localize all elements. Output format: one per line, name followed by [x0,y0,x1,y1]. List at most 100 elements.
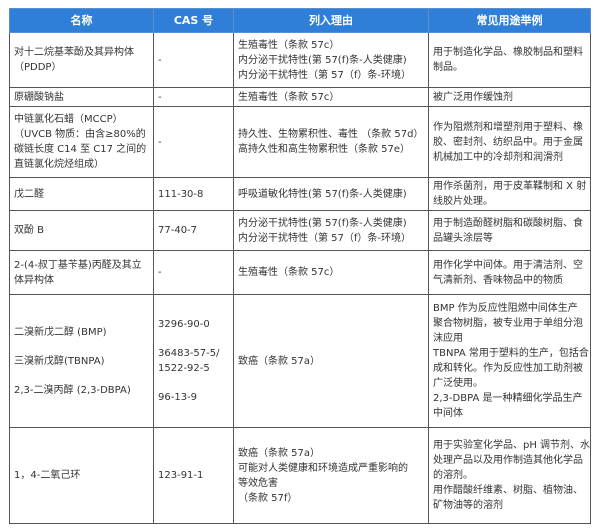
table-row: 双酚 B 77-40-7 内分泌干扰特性(第 57(f)条-人类健康) 内分泌干扰… [9,210,591,251]
cell-name: 对十二烷基苯酚及其异构体 （PDDP） [9,32,154,88]
use-line: 气清新剂、香味物品中的物质 [433,274,563,286]
name-line: 2-(4-叔丁基苄基)丙醛及其立 [14,259,142,271]
cell-name: 双酚 B [9,210,154,251]
use-line: 用作杀菌剂，用于皮革鞣制和 X 射 [433,181,587,192]
cell-reason: 呼吸道敏化特性(第 57(f)条-人类健康) [233,177,429,211]
header-use: 常见用途举例 [428,8,591,33]
reason-line: 生殖毒性（条款 57c） [238,91,340,103]
cell-use: 作为阻燃剂和增塑剂用于塑料、橡 胶、密封剂、纺织品中。用于金属 机械加工中的冷却剂和… [428,106,591,178]
name-line: 中链氯化石蜡（MCCP） [14,114,123,125]
header-reason: 列入理由 [233,8,429,33]
reason-line: 持久性、生物累积性、毒性 （条款 57d） [238,129,424,140]
use-line: 用于实验室化学品、pH 调节剂、水 [433,440,591,451]
cell-reason: 生殖毒性（条款 57c） [233,87,429,107]
use-line: 用作化学中间体。用于清洁剂、空 [433,259,583,271]
use-line: 2,3-DBPA 是一种精细化学品生产 [433,393,583,404]
cell-name: 1，4-二氧己环 [9,427,154,524]
use-line: 成和转化。作为反应性加工助剂被 [433,363,583,374]
name-line: 直链氯化烷烃组成） [14,159,104,170]
cell-name: 2-(4-叔丁基苄基)丙醛及其立 体异构体 [9,250,154,295]
use-line: 用于制造酚醛树脂和碳酸树脂、食 [433,217,583,229]
reason-line: 内分泌干扰特性（第 57（f）条-环境） [238,232,412,244]
cas-line: 3296-90-0 [158,319,210,330]
table-row: 原硼酸钠盐 - 生殖毒性（条款 57c） 被广泛用作缓蚀剂 [9,87,591,107]
name-line: 戊二醛 [14,188,44,200]
name-line: 三溴新戊醇(TBNPA) [14,355,105,367]
use-line: 沫应用 [433,333,463,344]
use-line: BMP 作为反应性阻燃中间体生产 [433,303,578,314]
cell-use: 用作化学中间体。用于清洁剂、空 气清新剂、香味物品中的物质 [428,250,591,295]
use-line: 胶、密封剂、纺织品中。用于金属 [433,136,583,148]
name-line: （UVCB 物质：由含≥80%的 [14,129,146,140]
cas-line: - [158,267,162,278]
cell-use: 用于实验室化学品、pH 调节剂、水 处理产品以及用作制造其他化学品 的溶剂。 用作醋酸… [428,427,591,524]
use-line: TBNPA 常用于塑料的生产，包括合 [433,348,589,359]
cell-name: 戊二醛 [9,177,154,211]
reason-line: 生殖毒性（条款 57c） [238,39,340,51]
use-line: 制品。 [433,62,463,73]
name-line: （PDDP） [14,62,62,73]
use-line: 机械加工中的冷却剂和润滑剂 [433,151,563,163]
cell-cas: - [153,32,234,88]
cell-use: 被广泛用作缓蚀剂 [428,87,591,107]
use-line: 线胶片处理。 [433,196,493,207]
use-line: 中间体 [433,408,463,419]
reason-line: 内分泌干扰特性(第 57(f)条-人类健康) [238,54,407,66]
cell-use: 用作杀菌剂，用于皮革鞣制和 X 射线胶片处理。 [428,177,591,211]
cell-use: 用于制造酚醛树脂和碳酸树脂、食 品罐头涂层等 [428,210,591,251]
cas-line: - [158,136,162,148]
cell-cas: 3296-90-0 36483-57-5/1522-92-5 96-13-9 [153,294,234,428]
use-line: 处理产品以及用作制造其他化学品 [433,455,583,466]
cas-line: 77-40-7 [158,225,198,236]
table-row: 二溴新戊二醇 (BMP) 三溴新戊醇(TBNPA) 2,3-二溴丙醇 (2,3-DB… [9,294,591,428]
cell-name: 原硼酸钠盐 [9,87,154,107]
cell-cas: 77-40-7 [153,210,234,251]
cas-line: 123-91-1 [158,470,204,481]
name-line: 体异构体 [14,274,54,286]
cell-reason: 内分泌干扰特性(第 57(f)条-人类健康) 内分泌干扰特性（第 57（f）条-环… [233,210,429,251]
name-line: 二溴新戊二醇 (BMP) [14,326,107,338]
cell-use: BMP 作为反应性阻燃中间体生产 聚合物树脂，被专业用于单组分泡 沫应用 TBNPA … [428,294,591,428]
use-line: 用于制造化学品、橡胶制品和塑料 [433,47,583,58]
cell-cas: 123-91-1 [153,427,234,524]
reason-line: 致癌（条款 57a） [238,355,321,367]
cell-reason: 生殖毒性（条款 57c） [233,250,429,295]
reason-line: 内分泌干扰特性(第 57(f)条-人类健康) [238,217,407,229]
table-row: 中链氯化石蜡（MCCP） （UVCB 物质：由含≥80%的 碳链长度 C14 至 C… [9,106,591,178]
use-line: 矿物油等的溶剂 [433,500,503,511]
cell-cas: - [153,87,234,107]
cell-reason: 持久性、生物累积性、毒性 （条款 57d） 高持久性和高生物累积性（条款 57e） [233,106,429,178]
cas-line: 36483-57-5/ [158,348,220,359]
table-row: 2-(4-叔丁基苄基)丙醛及其立 体异构体 - 生殖毒性（条款 57c） 用作化学… [9,250,591,295]
reason-line: 等效危害 [238,477,278,489]
cas-line: 111-30-8 [158,188,204,200]
substance-table: 名称 CAS 号 列入理由 常见用途举例 对十二烷基苯酚及其异构体 （PDDP） … [9,8,591,524]
cell-reason: 致癌（条款 57a） 可能对人类健康和环境造成严重影响的 等效危害 （条款 57f） [233,427,429,524]
cell-cas: - [153,250,234,295]
cell-name: 中链氯化石蜡（MCCP） （UVCB 物质：由含≥80%的 碳链长度 C14 至 C… [9,106,154,178]
header-cas: CAS 号 [153,8,234,33]
name-line: 碳链长度 C14 至 C17 之间的 [14,144,147,155]
reason-line: 高持久性和高生物累积性（条款 57e） [238,144,411,155]
table-row: 1，4-二氧己环 123-91-1 致癌（条款 57a） 可能对人类健康和环境造成… [9,427,591,524]
reason-line: 可能对人类健康和环境造成严重影响的 [238,462,408,474]
cell-use: 用于制造化学品、橡胶制品和塑料 制品。 [428,32,591,88]
reason-line: 内分泌干扰特性（第 57（f）条-环境） [238,69,412,81]
cell-reason: 生殖毒性（条款 57c） 内分泌干扰特性(第 57(f)条-人类健康) 内分泌干扰特… [233,32,429,88]
table-header-row: 名称 CAS 号 列入理由 常见用途举例 [9,8,591,33]
cell-reason: 致癌（条款 57a） [233,294,429,428]
cas-line: - [158,91,162,103]
table-row: 戊二醛 111-30-8 呼吸道敏化特性(第 57(f)条-人类健康) 用作杀菌… [9,177,591,211]
cell-name: 二溴新戊二醇 (BMP) 三溴新戊醇(TBNPA) 2,3-二溴丙醇 (2,3-DB… [9,294,154,428]
reason-line: （条款 57f） [238,492,298,504]
use-line: 作为阻燃剂和增塑剂用于塑料、橡 [433,121,583,133]
name-line: 原硼酸钠盐 [14,91,64,103]
cell-cas: 111-30-8 [153,177,234,211]
header-name: 名称 [9,8,154,33]
cas-line: 96-13-9 [158,392,198,403]
cas-line: 1522-92-5 [158,363,210,374]
reason-line: 生殖毒性（条款 57c） [238,267,340,278]
cell-cas: - [153,106,234,178]
use-line: 的溶剂。 [433,470,473,481]
name-line: 2,3-二溴丙醇 (2,3-DBPA) [14,384,131,396]
